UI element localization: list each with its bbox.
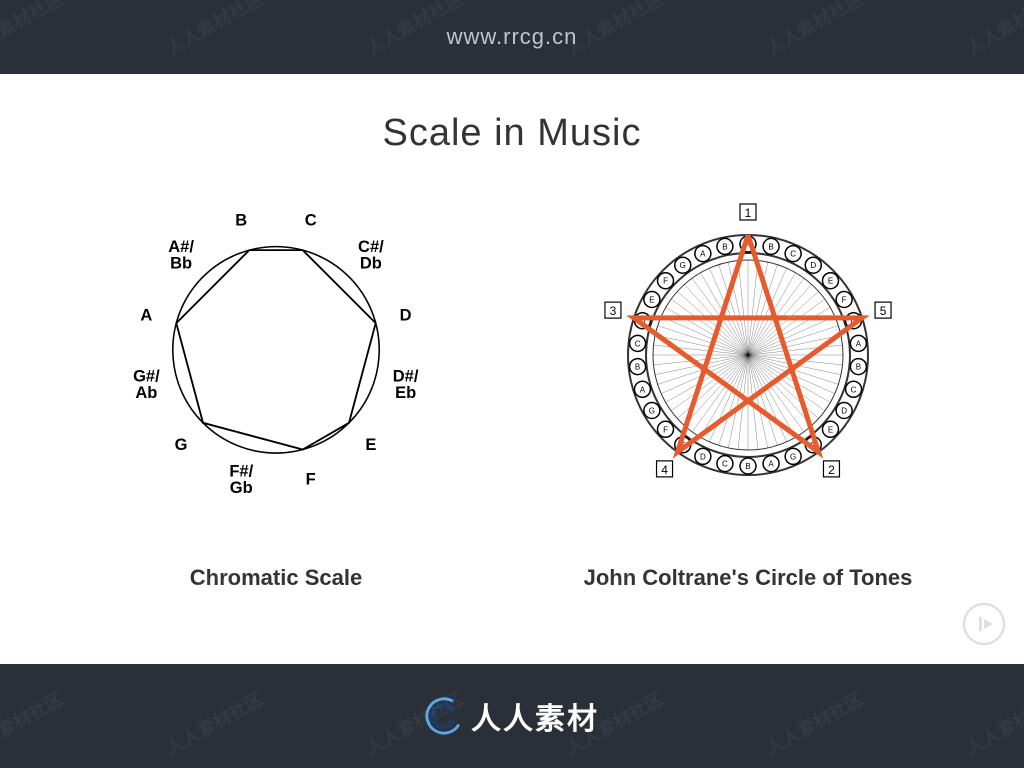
svg-text:A: A xyxy=(856,339,862,348)
diagrams-row: CC#/DbDD#/EbEFF#/GbGG#/AbAA#/BbB ABCDEFG… xyxy=(0,185,1024,525)
svg-text:1: 1 xyxy=(745,206,752,220)
svg-text:G: G xyxy=(649,407,655,416)
svg-text:D: D xyxy=(700,452,706,461)
svg-text:F: F xyxy=(663,425,668,434)
svg-text:C: C xyxy=(305,211,317,229)
svg-text:B: B xyxy=(745,462,750,471)
svg-text:B: B xyxy=(768,242,773,251)
svg-text:B: B xyxy=(856,363,861,372)
logo-icon xyxy=(425,697,463,735)
svg-text:F#/: F#/ xyxy=(229,462,253,480)
bottom-bar: 人人素材 xyxy=(0,664,1024,768)
svg-text:C: C xyxy=(851,385,857,394)
captions-row: Chromatic Scale John Coltrane's Circle o… xyxy=(0,565,1024,591)
svg-text:D: D xyxy=(400,306,412,324)
svg-text:A: A xyxy=(700,250,706,259)
svg-text:G: G xyxy=(175,436,188,454)
svg-text:Db: Db xyxy=(360,254,382,272)
svg-text:A: A xyxy=(640,385,646,394)
page-title: Scale in Music xyxy=(0,112,1024,155)
svg-text:E: E xyxy=(828,425,833,434)
svg-text:A#/: A#/ xyxy=(168,238,194,256)
svg-text:F: F xyxy=(306,471,316,489)
svg-text:D#/: D#/ xyxy=(393,367,419,385)
svg-text:Bb: Bb xyxy=(170,254,192,272)
svg-text:A: A xyxy=(768,460,774,469)
top-bar: www.rrcg.cn xyxy=(0,0,1024,74)
svg-text:G: G xyxy=(790,452,796,461)
svg-text:E: E xyxy=(365,436,376,454)
svg-text:E: E xyxy=(828,277,833,286)
play-icon[interactable] xyxy=(962,602,1006,646)
svg-text:Ab: Ab xyxy=(135,384,157,402)
svg-text:2: 2 xyxy=(828,463,835,477)
svg-text:F: F xyxy=(663,277,668,286)
svg-text:C: C xyxy=(722,460,728,469)
svg-text:D: D xyxy=(810,261,816,270)
svg-text:C: C xyxy=(790,250,796,259)
svg-text:E: E xyxy=(649,296,654,305)
slide-content: Scale in Music C C#/Db D D#/Eb E F F#/Gb G G#/Ab… xyxy=(0,74,1024,664)
svg-text:G: G xyxy=(680,261,686,270)
svg-text:G#/: G#/ xyxy=(133,367,160,385)
svg-text:Gb: Gb xyxy=(230,479,253,497)
svg-text:D: D xyxy=(841,407,847,416)
chromatic-diagram: C C#/Db D D#/Eb E F F#/Gb G G#/Ab A A#/Bb B xyxy=(40,195,512,515)
svg-text:3: 3 xyxy=(610,304,617,318)
header-url: www.rrcg.cn xyxy=(447,24,578,50)
svg-text:B: B xyxy=(635,363,640,372)
svg-text:F: F xyxy=(842,296,847,305)
svg-text:Eb: Eb xyxy=(395,384,416,402)
svg-text:A: A xyxy=(140,306,152,324)
svg-text:4: 4 xyxy=(661,463,668,477)
svg-text:C#/: C#/ xyxy=(358,238,384,256)
footer-brand: 人人素材 xyxy=(471,694,599,738)
coltrane-diagram: ABCDEFGABCDEFGABCDEFGABCDEFGAB15243 xyxy=(512,195,984,515)
svg-text:B: B xyxy=(235,211,247,229)
svg-text:C: C xyxy=(635,339,641,348)
svg-text:B: B xyxy=(722,242,727,251)
right-caption: John Coltrane's Circle of Tones xyxy=(512,565,984,591)
svg-text:5: 5 xyxy=(880,304,887,318)
left-caption: Chromatic Scale xyxy=(40,565,512,591)
